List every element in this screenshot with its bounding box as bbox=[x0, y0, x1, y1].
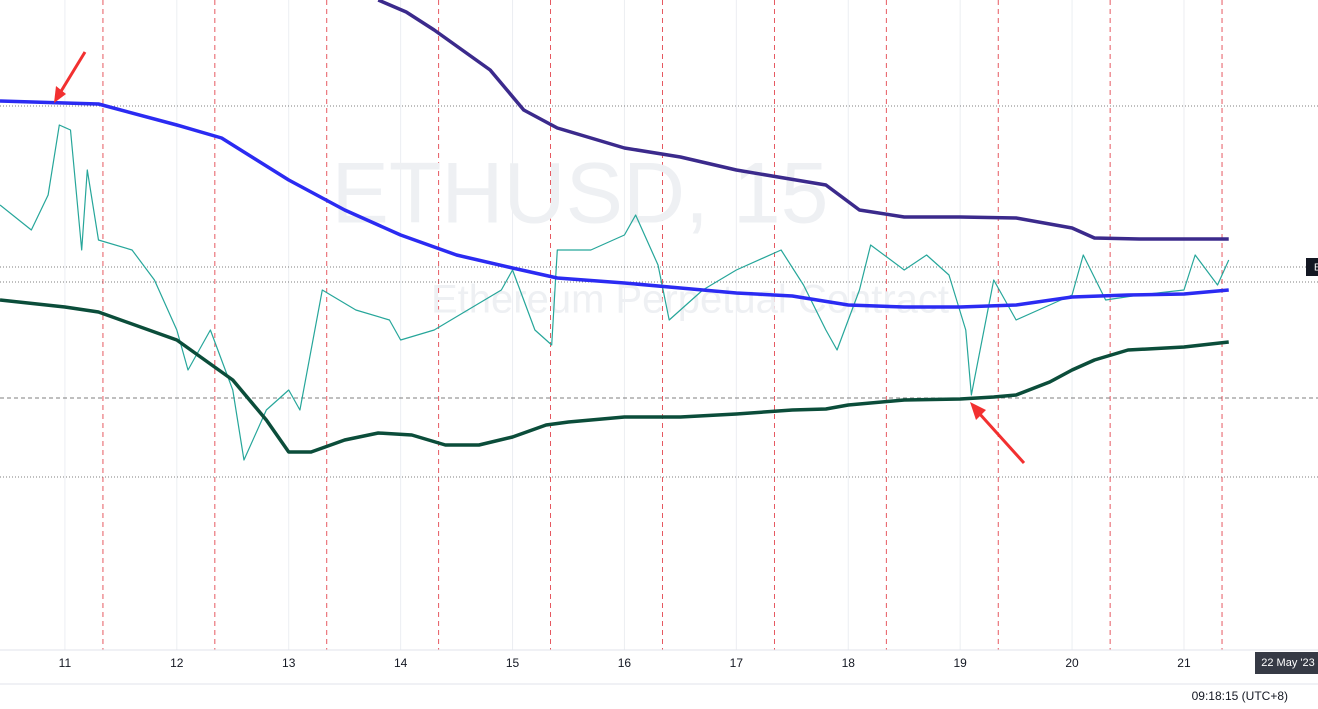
series-line bbox=[0, 124, 1230, 461]
x-tick-label: 17 bbox=[730, 656, 744, 670]
price-tag-label: E bbox=[1314, 263, 1318, 274]
clock: 09:18:15 (UTC+8) bbox=[1192, 689, 1288, 703]
arrow bbox=[58, 51, 87, 94]
x-tick-label: 15 bbox=[506, 656, 520, 670]
series-line bbox=[0, 99, 1229, 309]
watermark-title: ETHUSD, 15 bbox=[331, 146, 828, 242]
date-tag bbox=[1255, 652, 1318, 674]
series-line bbox=[0, 298, 1229, 454]
arrow-head bbox=[54, 86, 66, 103]
date-label: 22 May '23 bbox=[1261, 657, 1314, 669]
arrow-head bbox=[970, 402, 986, 420]
x-tick-label: 11 bbox=[59, 656, 72, 670]
x-tick-label: 13 bbox=[282, 656, 296, 670]
x-tick-label: 16 bbox=[618, 656, 632, 670]
watermark-subtitle: Ethereum Perpetual Contract bbox=[431, 278, 949, 322]
annotation-arrows bbox=[54, 51, 1026, 465]
x-tick-label: 12 bbox=[170, 656, 184, 670]
x-tick-label: 14 bbox=[394, 656, 408, 670]
x-tick-label: 18 bbox=[842, 656, 856, 670]
x-tick-label: 20 bbox=[1065, 656, 1079, 670]
x-tick-label: 19 bbox=[953, 656, 967, 670]
grid bbox=[0, 0, 1318, 650]
arrow bbox=[976, 410, 1026, 465]
series-group bbox=[0, 0, 1230, 461]
x-tick-label: 21 bbox=[1177, 656, 1191, 670]
series-line bbox=[377, 0, 1229, 241]
price-tag bbox=[1306, 258, 1318, 276]
plot-background bbox=[0, 0, 1318, 650]
